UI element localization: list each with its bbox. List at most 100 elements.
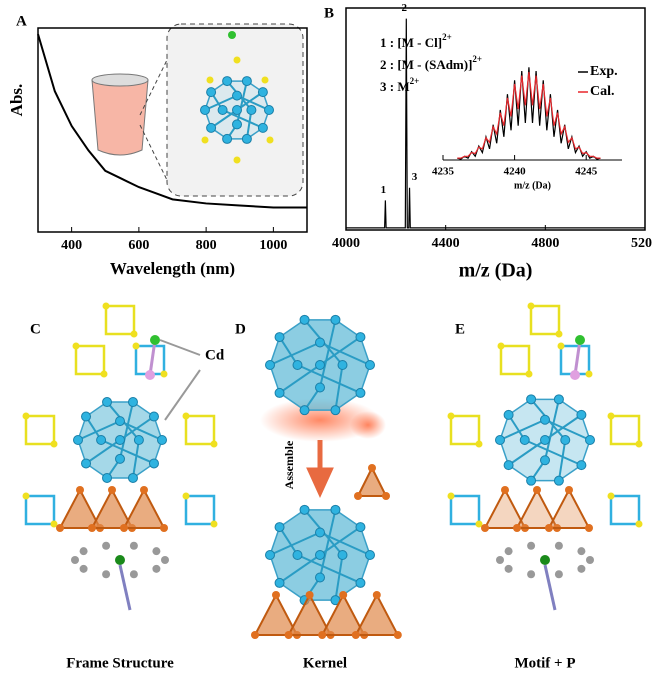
s-atom [636,441,643,448]
c-atom [505,547,513,555]
legend-text: 3 : M [380,79,410,94]
ligand-ring [186,496,214,524]
ag-atom [373,591,381,599]
p-atom [540,555,550,565]
s-atom [23,493,30,500]
ag-atom [394,631,402,639]
c-atom [555,570,563,578]
s-atom [448,413,455,420]
legend-item: 1 : [M - Cl]2+ [380,32,452,50]
au-atom [149,412,158,421]
s-atom [476,441,483,448]
s-atom [234,157,241,164]
au-atom [128,398,137,407]
cl-atom [150,335,160,345]
au-atom [207,88,216,97]
c-atom [527,542,535,550]
c-atom [586,556,594,564]
s-atom [267,137,274,144]
au-atom [541,436,550,445]
ag-atom [585,524,593,532]
au-atom [233,106,242,115]
c-atom [152,547,160,555]
c-atom [577,547,585,555]
au-atom [103,398,112,407]
s-atom [608,493,615,500]
x-tick-label: 4800 [531,236,559,251]
au-atom [293,551,302,560]
au-atom [158,436,167,445]
au-atom [116,436,125,445]
s-atom [498,343,505,350]
ligand-ring [186,416,214,444]
au-atom [356,523,365,532]
au-atom [275,333,284,342]
ag-atom [352,631,360,639]
au-atom [541,415,550,424]
ag-atom [140,486,148,494]
s-atom [586,371,593,378]
panel-label: B [324,5,334,21]
au-atom [242,134,251,143]
legend-sup: 2+ [442,32,452,42]
x-axis-label: Wavelength (nm) [110,259,235,278]
ag-atom [501,486,509,494]
s-atom [51,441,58,448]
assemble-arrow [310,440,330,492]
ligand-ring [451,496,479,524]
au-atom [300,406,309,415]
ag-atom [160,524,168,532]
s-atom [131,331,138,338]
cd-atom [145,370,155,380]
ag-atom [382,492,390,500]
au-atom [134,436,143,445]
x-tick-label: 4245 [575,166,598,178]
s-atom [23,413,30,420]
ag-atom [513,524,521,532]
p-atom [115,555,125,565]
ag-atom [545,524,553,532]
legend-label: Exp. [590,64,618,79]
x-tick-label: 1000 [259,238,287,253]
s-atom [103,303,110,310]
ag-atom [108,486,116,494]
ag-atom [339,591,347,599]
ligand-ring [451,416,479,444]
x-tick-label: 4235 [432,166,455,178]
panel-a-inset [92,24,303,196]
au-atom [247,106,256,115]
s-atom [101,371,108,378]
motif-tetrahedron [358,468,386,496]
beaker [92,80,148,155]
ligand-ring [531,306,559,334]
au-atom [258,123,267,132]
au-atom [82,459,91,468]
au-atom [554,476,563,485]
au-atom [223,77,232,86]
au-atom [541,456,550,465]
x-tick-label: 400 [61,238,82,253]
panel-caption: Motif + P [514,655,575,671]
c-atom [496,556,504,564]
au-atom [242,77,251,86]
ag-atom [318,631,326,639]
s-atom [202,137,209,144]
x-tick-label: 800 [196,238,217,253]
peak-label: 2 [402,2,408,14]
au-atom [82,412,91,421]
peak-label: 1 [381,184,387,196]
c-atom [71,556,79,564]
c-atom [555,542,563,550]
motif-tetrahedron [356,595,398,635]
zoom-line [140,125,167,180]
c-atom [161,556,169,564]
c-atom [130,570,138,578]
x-tick-label: 600 [128,238,149,253]
x-axis-label: m/z (Da) [459,260,533,282]
ag-atom [56,524,64,532]
au-atom [356,333,365,342]
c-atom [80,565,88,573]
s-atom [207,77,214,84]
s-atom [133,343,140,350]
figure: 4006008001000Wavelength (nm)AAbs.4000440… [0,0,652,679]
